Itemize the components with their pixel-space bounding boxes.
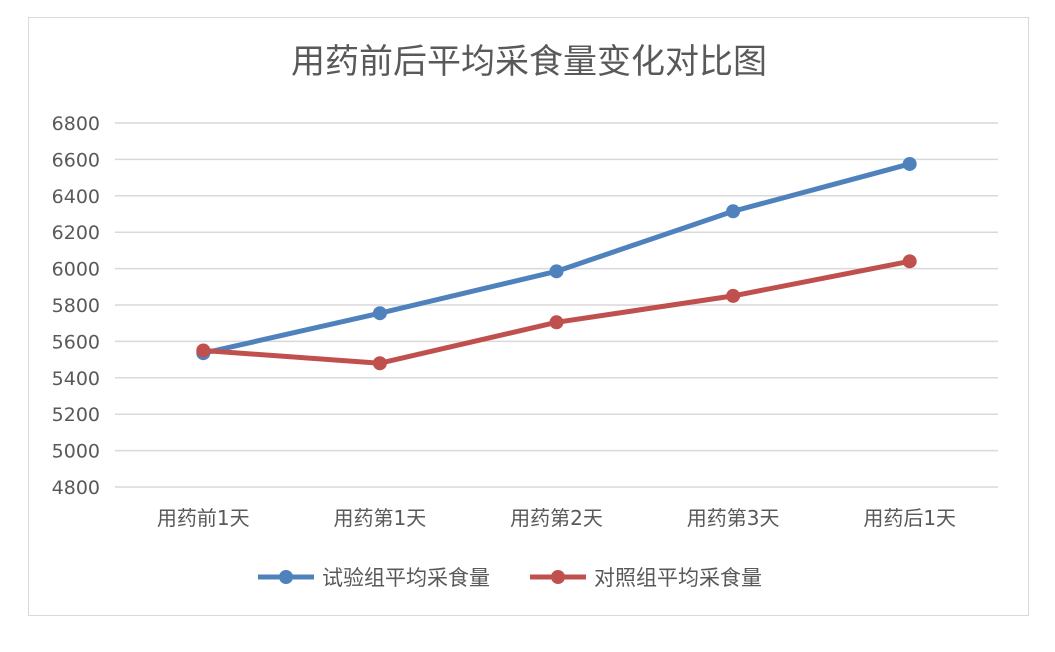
data-point xyxy=(372,356,387,371)
data-point xyxy=(549,315,564,330)
data-point xyxy=(372,306,387,321)
legend-label: 对照组平均采食量 xyxy=(594,566,762,590)
x-tick-label: 用药后1天 xyxy=(863,506,956,530)
y-tick-label: 4800 xyxy=(52,477,100,499)
legend-label: 试验组平均采食量 xyxy=(322,566,490,590)
y-tick-label: 6800 xyxy=(52,113,100,135)
x-tick-label: 用药前1天 xyxy=(157,506,250,530)
chart-title: 用药前后平均采食量变化对比图 xyxy=(291,42,767,82)
x-tick-label: 用药第1天 xyxy=(334,506,427,530)
chart-frame xyxy=(28,17,1029,616)
x-tick-label: 用药第3天 xyxy=(687,506,780,530)
data-point xyxy=(902,254,917,269)
y-tick-label: 5400 xyxy=(52,368,100,390)
y-tick-label: 6600 xyxy=(52,149,100,171)
y-tick-label: 5200 xyxy=(52,404,100,426)
y-tick-label: 6400 xyxy=(52,186,100,208)
data-point xyxy=(726,204,741,219)
y-tick-label: 5800 xyxy=(52,295,100,317)
y-tick-label: 6200 xyxy=(52,222,100,244)
data-point xyxy=(196,343,211,358)
legend-marker xyxy=(551,570,565,584)
y-tick-label: 5000 xyxy=(52,441,100,463)
y-tick-label: 5600 xyxy=(52,331,100,353)
legend-marker xyxy=(279,570,293,584)
data-point xyxy=(902,156,917,171)
data-point xyxy=(726,288,741,303)
x-tick-label: 用药第2天 xyxy=(510,506,603,530)
data-point xyxy=(549,264,564,279)
y-tick-label: 6000 xyxy=(52,259,100,281)
